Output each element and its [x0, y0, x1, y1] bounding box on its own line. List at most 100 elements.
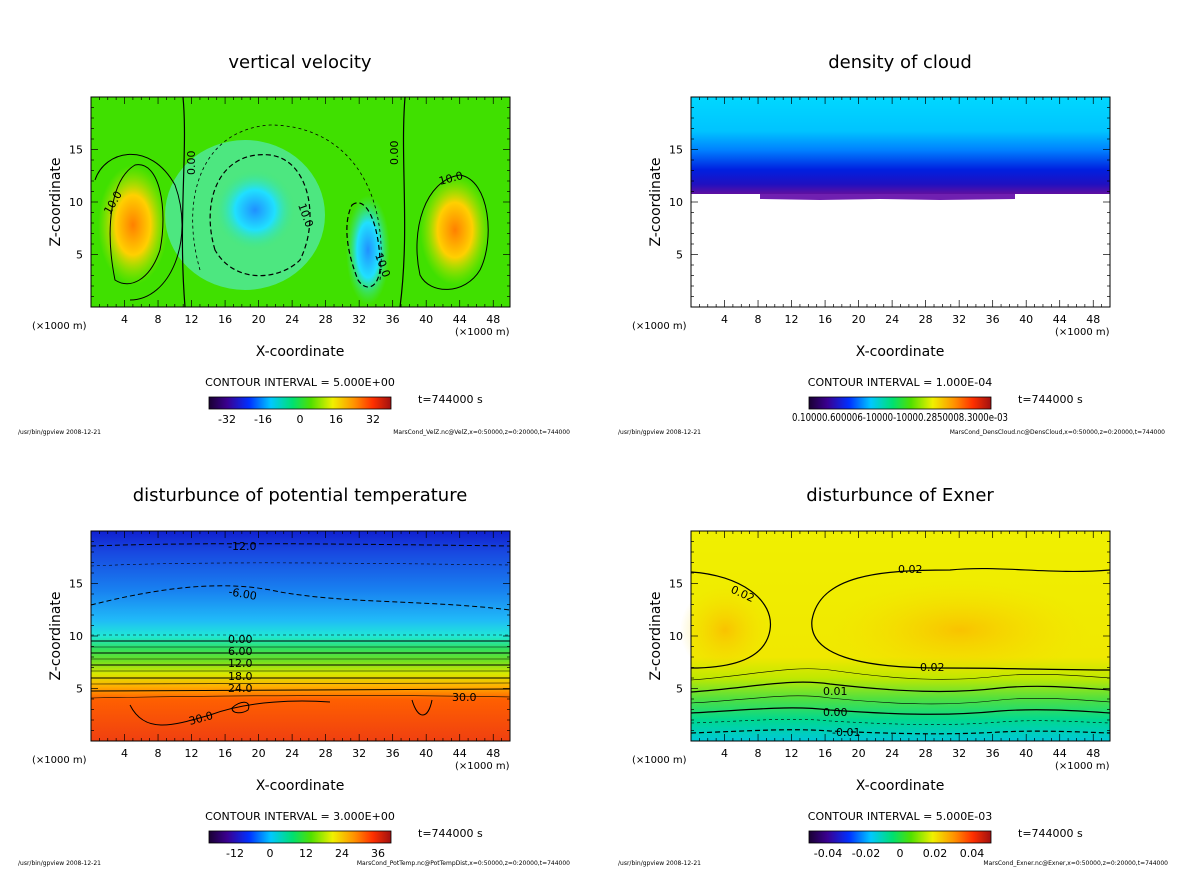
cold-core — [215, 170, 295, 250]
colorbar-tick: -0.02 — [852, 847, 880, 860]
warm-core-left — [98, 165, 168, 285]
x-tick-label: 48 — [1086, 747, 1100, 760]
time-label: t=744000 s — [1018, 393, 1083, 406]
x-tick-label: 28 — [319, 313, 333, 326]
footer-left: /usr/bin/gpview 2008-12-21 — [18, 860, 101, 867]
colorbar-ticks: -32 -16 0 16 32 — [218, 413, 380, 426]
contour-line — [416, 174, 489, 290]
panel-vertical-velocity: vertical velocity 10.0 0.00 10.0 10.0 0.… — [18, 52, 570, 436]
contour-label: 0.02 — [898, 563, 923, 576]
colorbar-tick: -16 — [254, 413, 272, 426]
x-tick-label: 32 — [952, 313, 966, 326]
x-tick-label: 24 — [285, 747, 299, 760]
colorbar-tick: 24 — [335, 847, 349, 860]
cold-core-2 — [346, 195, 390, 305]
plot-area: 10.0 0.00 10.0 10.0 0.00 10.0 — [91, 96, 510, 308]
x-axis-label: X-coordinate — [856, 344, 945, 360]
colorbar-tick: 36 — [371, 847, 385, 860]
footer-left: /usr/bin/gpview 2008-12-21 — [18, 429, 101, 436]
x-tick-label: 20 — [852, 313, 866, 326]
time-label: t=744000 s — [418, 827, 483, 840]
colorbar-tick: 0.04 — [960, 847, 985, 860]
contour-interval: CONTOUR INTERVAL = 5.000E+00 — [205, 376, 395, 389]
y-tick-label: 10 — [669, 630, 683, 643]
chart-title: density of cloud — [828, 52, 972, 73]
x-tick-label: 40 — [1019, 747, 1033, 760]
x-tick-label: 44 — [453, 313, 467, 326]
x-tick-label: 40 — [419, 313, 433, 326]
contour-line — [109, 164, 164, 285]
contour-line — [690, 668, 1111, 681]
footer-left: /usr/bin/gpview 2008-12-21 — [618, 860, 701, 867]
x-tick-label: 44 — [1053, 313, 1067, 326]
x-tick-label: 16 — [818, 747, 832, 760]
contour-line — [346, 202, 381, 288]
colorbar — [208, 830, 392, 844]
y-tick-label: 5 — [76, 249, 83, 262]
x-axis-label: X-coordinate — [856, 778, 945, 794]
contour-line — [90, 562, 511, 567]
contour-label: 0.00 — [823, 706, 848, 719]
contour-label: 0.02 — [920, 661, 945, 674]
x-tick-label: 36 — [386, 313, 400, 326]
contour-label: 24.0 — [228, 682, 253, 695]
x-tick-label: 24 — [885, 313, 899, 326]
colorbar-tick: 0 — [267, 847, 274, 860]
x-tick-label: 16 — [818, 313, 832, 326]
colorbar-tick: 0.02 — [923, 847, 948, 860]
panel-exner: disturbunce of Exner 0.02 0.02 0.02 0.01… — [618, 485, 1168, 867]
plot-area: 0.02 0.02 0.02 0.01 0.00 -0.01 — [680, 531, 1111, 741]
contour-label: 30.0 — [452, 691, 477, 704]
contour-line — [811, 567, 1111, 671]
contour-line — [690, 571, 772, 669]
contour-label: 0.00 — [228, 633, 253, 646]
colorbar-tick: 16 — [329, 413, 343, 426]
colorbar-tick: 0 — [897, 847, 904, 860]
colorbar — [808, 830, 992, 844]
plot-area — [691, 97, 1110, 307]
contour-line — [90, 543, 511, 547]
y-tick-label: 10 — [69, 196, 83, 209]
time-label: t=744000 s — [1018, 827, 1083, 840]
x-tick-label: 12 — [785, 747, 799, 760]
chart-title: disturbunce of potential temperature — [133, 485, 468, 506]
x-unit-label-right: (×1000 m) — [455, 327, 510, 338]
contour-line — [90, 688, 511, 692]
contour-line — [181, 96, 186, 308]
x-tick-label: 32 — [352, 313, 366, 326]
x-unit-label-right: (×1000 m) — [1055, 327, 1110, 338]
x-tick-label: 32 — [952, 747, 966, 760]
x-tick-label: 24 — [285, 313, 299, 326]
x-tick-label: 28 — [919, 313, 933, 326]
x-tick-label: 12 — [785, 313, 799, 326]
contour-line — [90, 585, 511, 611]
colorbar-ticks: -0.04 -0.02 0 0.02 0.04 — [814, 847, 984, 860]
x-tick-label: 8 — [755, 313, 762, 326]
x-unit-label-left: (×1000 m) — [632, 321, 687, 332]
contour-label: 10.0 — [437, 169, 464, 188]
x-axis-label: X-coordinate — [256, 344, 345, 360]
x-tick-label: 16 — [218, 747, 232, 760]
contour-line — [690, 695, 1111, 705]
y-tick-label: 10 — [669, 196, 683, 209]
contour-label: 18.0 — [228, 670, 253, 683]
x-tick-label: 36 — [386, 747, 400, 760]
contour-interval: CONTOUR INTERVAL = 5.000E-03 — [808, 810, 992, 823]
x-tick-label: 48 — [1086, 313, 1100, 326]
colorbar-tick: 0.10000.600006-10000-10000.2850008.3000e… — [792, 411, 1008, 424]
contour-interval: CONTOUR INTERVAL = 3.000E+00 — [205, 810, 395, 823]
x-tick-label: 20 — [852, 747, 866, 760]
y-tick-label: 15 — [669, 578, 683, 591]
plot-background — [91, 531, 510, 741]
x-tick-label: 44 — [1053, 747, 1067, 760]
y-axis-label: Z-coordinate — [648, 157, 664, 246]
x-unit-label-left: (×1000 m) — [632, 755, 687, 766]
contour-line — [209, 154, 311, 277]
x-unit-label-right: (×1000 m) — [455, 761, 510, 772]
contour-label: 0.00 — [388, 141, 401, 166]
x-tick-label: 48 — [486, 747, 500, 760]
x-unit-label-left: (×1000 m) — [32, 755, 87, 766]
x-tick-label: 24 — [885, 747, 899, 760]
